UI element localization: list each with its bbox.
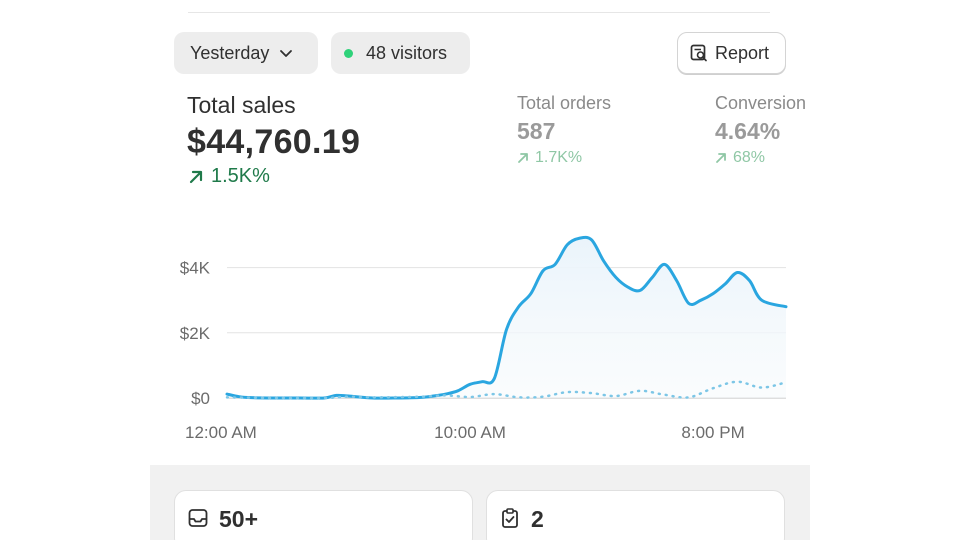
report-button[interactable]: Report	[677, 32, 786, 74]
total-orders-metric[interactable]: Total orders 587 1.7K%	[517, 93, 611, 167]
sales-area-fill	[227, 237, 786, 399]
metric-delta-value: 1.5K%	[211, 165, 270, 187]
metric-delta-value: 68%	[733, 149, 766, 166]
chevron-down-icon	[280, 50, 293, 57]
arrow-up-right-icon	[716, 153, 726, 163]
metric-delta-value: 1.7K%	[535, 149, 583, 166]
metric-delta: 68%	[715, 149, 806, 167]
sales-series-line	[225, 235, 788, 400]
metric-label: Total orders	[517, 93, 612, 113]
x-tick-label: 12:00 AM	[185, 423, 257, 442]
y-tick-label: $4K	[180, 259, 211, 278]
conversion-metric[interactable]: Conversion 4.64% 68%	[715, 93, 806, 167]
analytics-screen: Yesterday 48 visitors Report Total sales…	[150, 0, 810, 540]
online-dot-icon	[344, 48, 353, 58]
metric-label: Total sales	[187, 92, 296, 118]
visitors-label: 48 visitors	[366, 42, 448, 63]
metric-delta: 1.5K%	[187, 165, 360, 188]
report-search-icon	[690, 44, 707, 62]
date-range-selector[interactable]: Yesterday	[174, 32, 318, 74]
report-label: Report	[715, 42, 770, 63]
inbox-icon	[188, 509, 208, 527]
metric-label: Conversion	[715, 93, 807, 113]
arrow-up-right-icon	[189, 170, 203, 183]
card-value: 50+	[219, 506, 259, 532]
card-value: 2	[531, 506, 544, 532]
clipboard-check-icon	[502, 508, 518, 528]
y-tick-label: $0	[191, 389, 210, 408]
divider	[188, 12, 770, 13]
sales-line-chart[interactable]: $0 $2K $4K 12:00 AM 10:00 AM 8:00 PM	[150, 215, 810, 450]
arrow-up-right-icon	[518, 153, 528, 163]
summary-card[interactable]: 50+	[174, 490, 473, 540]
total-sales-metric[interactable]: Total sales $44,760.19 1.5K%	[187, 92, 360, 188]
metric-value: $44,760.19	[187, 123, 361, 161]
x-tick-label: 10:00 AM	[434, 423, 506, 442]
x-tick-label: 8:00 PM	[681, 423, 744, 442]
metric-value: 4.64%	[715, 118, 781, 144]
summary-cards-area: 50+ 2	[150, 465, 810, 540]
y-tick-label: $2K	[180, 324, 211, 343]
summary-card[interactable]: 2	[486, 490, 785, 540]
live-visitors-button[interactable]: 48 visitors	[331, 32, 470, 74]
metric-value: 587	[517, 118, 556, 144]
date-range-label: Yesterday	[190, 42, 270, 63]
toolbar: Yesterday 48 visitors Report	[174, 32, 786, 74]
comparison-series-line	[225, 380, 788, 400]
metric-delta: 1.7K%	[517, 149, 611, 167]
